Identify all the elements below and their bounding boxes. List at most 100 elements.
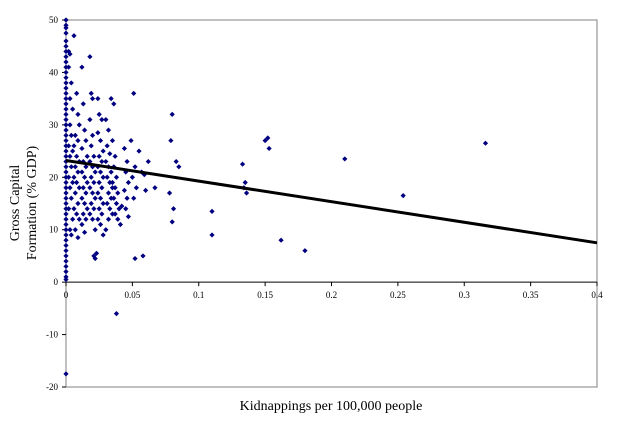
data-point	[87, 54, 93, 60]
data-point	[131, 90, 137, 96]
data-point	[169, 219, 175, 225]
plot-area	[65, 19, 598, 388]
data-point	[97, 195, 104, 201]
data-point	[133, 185, 139, 191]
data-point	[63, 153, 69, 159]
data-point	[99, 185, 105, 191]
data-point	[96, 206, 102, 212]
data-point	[91, 153, 97, 159]
data-point	[83, 164, 89, 170]
data-point	[70, 216, 76, 222]
data-point	[113, 174, 120, 180]
data-point	[72, 132, 78, 138]
data-point	[93, 250, 100, 256]
data-point	[63, 137, 69, 144]
data-point	[63, 48, 69, 55]
y-tick-label: 50	[49, 15, 59, 25]
y-tick-label: 20	[49, 172, 59, 182]
data-point	[124, 158, 130, 165]
data-point	[113, 311, 120, 317]
data-point	[63, 206, 69, 212]
data-point	[63, 216, 69, 222]
x-tick-label: 0.4	[591, 290, 603, 300]
data-point	[63, 127, 69, 133]
data-point	[75, 234, 81, 241]
x-tick-label: 0.1	[193, 290, 204, 300]
data-point	[63, 195, 69, 201]
data-point	[80, 211, 86, 217]
y-tick-label: 30	[49, 120, 59, 130]
data-point	[74, 179, 80, 186]
data-point	[63, 253, 69, 259]
data-point	[400, 193, 406, 199]
data-point	[68, 195, 74, 201]
data-point	[63, 242, 69, 249]
data-point	[79, 169, 85, 175]
y-tick-label: 40	[49, 67, 59, 77]
y-tick-label: 0	[54, 277, 59, 287]
data-point	[266, 145, 272, 152]
data-point	[123, 206, 129, 212]
y-axis-title-line-2: Formation (% GDP)	[25, 146, 40, 261]
data-point	[76, 216, 82, 222]
data-point	[243, 190, 250, 196]
data-point	[63, 80, 69, 86]
data-point	[67, 51, 73, 57]
data-point	[482, 140, 489, 146]
data-point	[112, 153, 118, 159]
data-point	[63, 227, 69, 233]
data-point	[239, 161, 246, 167]
data-point	[121, 145, 128, 152]
data-point	[63, 75, 69, 81]
data-point	[70, 148, 76, 154]
data-point	[81, 127, 88, 133]
data-point	[66, 206, 72, 212]
data-point	[209, 208, 215, 214]
data-point	[63, 263, 69, 270]
x-axis-title: Kidnappings per 100,000 people	[240, 399, 423, 414]
data-point	[176, 164, 182, 170]
data-point	[75, 169, 81, 175]
data-point	[67, 122, 73, 128]
data-point	[75, 111, 81, 117]
data-point	[63, 85, 69, 91]
data-point	[108, 96, 114, 102]
data-point	[63, 101, 69, 107]
data-point	[111, 195, 117, 201]
data-point	[63, 371, 69, 377]
data-point	[108, 169, 114, 175]
data-point	[70, 106, 76, 112]
data-point	[63, 169, 69, 175]
data-point	[89, 216, 96, 222]
data-point	[63, 111, 69, 117]
data-point	[84, 179, 90, 186]
data-point	[105, 127, 112, 133]
data-point	[74, 211, 80, 217]
data-point	[63, 54, 69, 60]
data-point	[63, 200, 69, 207]
data-point	[107, 179, 113, 186]
data-point	[242, 179, 248, 186]
data-point	[91, 253, 97, 259]
data-point	[115, 190, 121, 196]
data-point	[71, 143, 77, 149]
data-point	[103, 158, 109, 165]
data-point	[63, 38, 69, 44]
x-tick-label: 0.15	[257, 290, 273, 300]
data-point	[63, 248, 69, 254]
data-point	[79, 195, 85, 201]
data-point	[169, 111, 175, 117]
data-point	[81, 200, 88, 207]
data-point	[83, 216, 89, 222]
data-point	[66, 174, 72, 180]
data-point	[66, 143, 72, 149]
data-point	[74, 90, 80, 96]
x-tick-label: 0.2	[326, 290, 337, 300]
data-point	[88, 174, 94, 180]
x-axis-ticks: 0 0.05 0.1 0.15 0.2 0.25 0.3 0.35 0.4	[64, 282, 603, 300]
data-point	[95, 190, 101, 196]
x-tick-label: 0.35	[523, 290, 539, 300]
data-point	[92, 195, 98, 201]
data-point	[104, 174, 110, 180]
x-tick-label: 0.3	[459, 290, 471, 300]
